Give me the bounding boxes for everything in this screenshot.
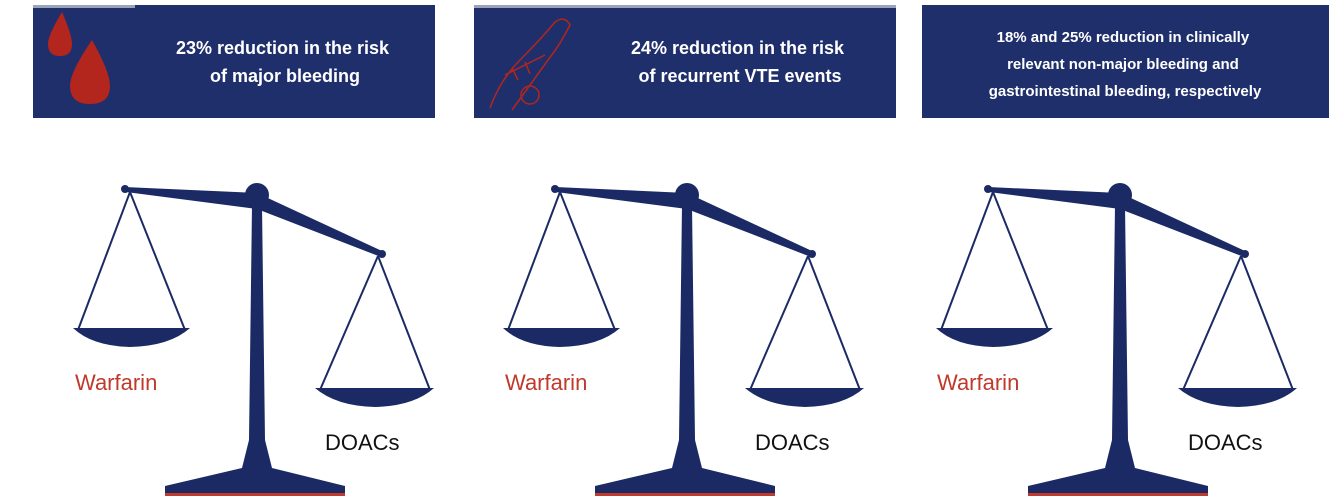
- right-pan-label: DOACs: [1188, 430, 1263, 455]
- banner-text: 18% and 25% reduction in clinically rele…: [989, 29, 1262, 100]
- leg-icon: [489, 18, 571, 111]
- banner-text: 24% reduction in the risk of recurrent V…: [631, 38, 849, 86]
- banner-edge: [474, 5, 896, 8]
- panel: 23% reduction in the risk of major bleed…: [33, 5, 435, 497]
- left-pan-label: Warfarin: [75, 370, 157, 395]
- right-pan-label: DOACs: [325, 430, 400, 455]
- panel: 18% and 25% reduction in clinically rele…: [922, 5, 1329, 497]
- banner: [922, 5, 1329, 118]
- banner-edge: [33, 5, 135, 8]
- panel: 24% reduction in the risk of recurrent V…: [474, 5, 896, 497]
- blood-drop-icon: [48, 12, 110, 104]
- right-pan-label: DOACs: [755, 430, 830, 455]
- banner-text: 23% reduction in the risk of major bleed…: [176, 38, 394, 86]
- left-pan-label: Warfarin: [937, 370, 1019, 395]
- left-pan-label: Warfarin: [505, 370, 587, 395]
- banner: [474, 5, 896, 118]
